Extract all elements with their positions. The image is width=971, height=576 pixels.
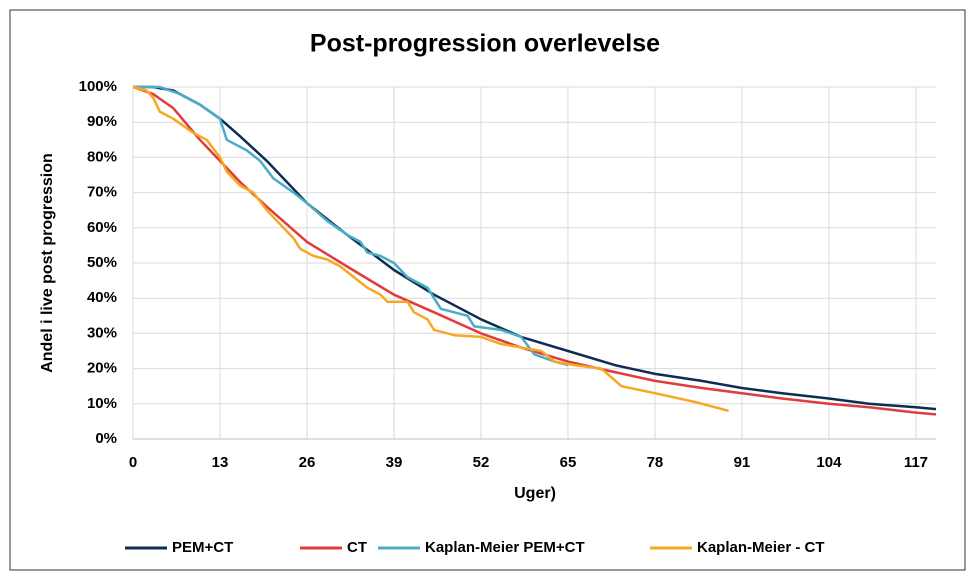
y-tick-label: 10% [87, 395, 117, 412]
y-tick-label: 20% [87, 360, 117, 377]
chart-title: Post-progression overlevelse [310, 30, 660, 58]
x-tick-label: 104 [816, 454, 842, 471]
y-tick-label: 70% [87, 184, 117, 201]
y-axis-title: Andel i live post progression [39, 153, 56, 373]
series-line [133, 85, 569, 367]
y-tick-label: 60% [87, 219, 117, 236]
y-tick-label: 90% [87, 113, 117, 130]
chart-frame [9, 9, 966, 571]
x-tick-label: 65 [560, 454, 577, 471]
x-tick-label: 13 [212, 454, 229, 471]
x-tick-label: 91 [734, 454, 751, 471]
y-tick-label: 30% [87, 324, 117, 341]
x-tick-label: 78 [647, 454, 664, 471]
series-line [132, 85, 937, 416]
y-tick-label: 100% [79, 78, 117, 95]
series-line [132, 85, 729, 413]
y-tick-label: 80% [87, 148, 117, 165]
x-tick-label: 39 [386, 454, 403, 471]
y-tick-label: 40% [87, 289, 117, 306]
x-tick-label: 117 [904, 454, 928, 471]
legend-label: CT [347, 539, 367, 556]
x-tick-label: 0 [129, 454, 137, 471]
legend-label: Kaplan-Meier - CT [697, 539, 825, 556]
x-tick-label: 52 [473, 454, 490, 471]
y-tick-label: 0% [95, 430, 117, 447]
y-tick-label: 50% [87, 254, 117, 271]
x-axis-title: Uger) [514, 485, 556, 502]
legend-label: Kaplan-Meier PEM+CT [425, 539, 585, 556]
x-tick-label: 26 [299, 454, 316, 471]
legend-label: PEM+CT [172, 539, 233, 556]
